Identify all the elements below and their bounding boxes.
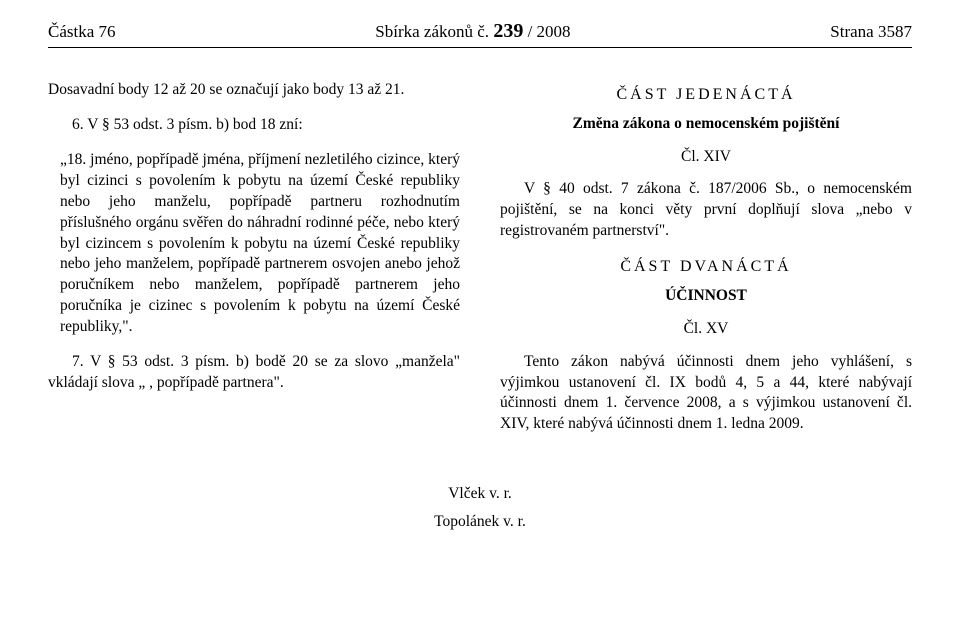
header-center: Sbírka zákonů č. 239 / 2008 bbox=[375, 20, 570, 43]
signatures: Vlček v. r. Topolánek v. r. bbox=[48, 485, 912, 531]
column-right: ČÁST JEDENÁCTÁ Změna zákona o nemocenské… bbox=[500, 80, 912, 449]
column-left: Dosavadní body 12 až 20 se označují jako… bbox=[48, 80, 460, 449]
header-right: Strana 3587 bbox=[830, 22, 912, 42]
part-title: ČÁST JEDENÁCTÁ bbox=[500, 84, 912, 106]
signature: Vlček v. r. bbox=[48, 485, 912, 503]
page-header: Částka 76 Sbírka zákonů č. 239 / 2008 St… bbox=[48, 20, 912, 48]
part-subtitle: ÚČINNOST bbox=[500, 286, 912, 307]
paragraph: 7. V § 53 odst. 3 písm. b) bodě 20 se za… bbox=[48, 352, 460, 394]
part-subtitle: Změna zákona o nemocenském pojištění bbox=[500, 114, 912, 135]
paragraph: 6. V § 53 odst. 3 písm. b) bod 18 zní: bbox=[48, 115, 460, 136]
signature: Topolánek v. r. bbox=[48, 513, 912, 531]
article-label: Čl. XIV bbox=[500, 147, 912, 168]
paragraph: Tento zákon nabývá účinnosti dnem jeho v… bbox=[500, 352, 912, 436]
part-title: ČÁST DVANÁCTÁ bbox=[500, 256, 912, 278]
article-label: Čl. XV bbox=[500, 319, 912, 340]
body-columns: Dosavadní body 12 až 20 se označují jako… bbox=[48, 80, 912, 449]
quoted-provision: „18. jméno, popřípadě jména, příjmení ne… bbox=[48, 150, 460, 338]
law-number: 239 bbox=[493, 20, 523, 42]
paragraph: Dosavadní body 12 až 20 se označují jako… bbox=[48, 80, 460, 101]
header-left: Částka 76 bbox=[48, 22, 116, 42]
paragraph: V § 40 odst. 7 zákona č. 187/2006 Sb., o… bbox=[500, 179, 912, 242]
